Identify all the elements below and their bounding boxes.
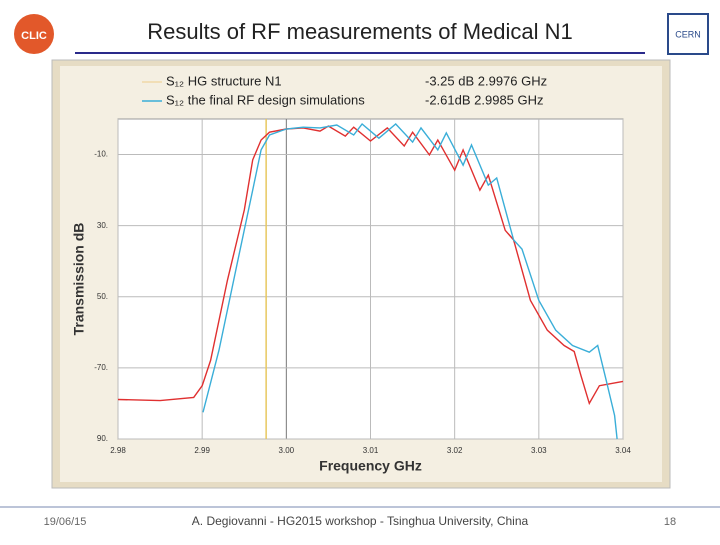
x-axis-label: Frequency GHz bbox=[319, 458, 422, 474]
legend-label: S₁₂ HG structure N1 bbox=[166, 73, 282, 88]
logo-left-icon bbox=[14, 14, 54, 54]
legend-label: S₁₂ the final RF design simulations bbox=[166, 92, 365, 107]
logo-left: CLIC bbox=[21, 30, 47, 42]
x-tick-label: 3.04 bbox=[615, 446, 631, 455]
annotation: -3.25 dB 2.9976 GHz bbox=[425, 73, 547, 88]
y-tick-label: 90. bbox=[97, 434, 108, 443]
page-number: 18 bbox=[664, 516, 676, 528]
x-tick-label: 2.99 bbox=[194, 446, 210, 455]
logo-right: CERN bbox=[675, 29, 701, 39]
x-tick-label: 3.03 bbox=[531, 446, 547, 455]
x-tick-label: 3.01 bbox=[363, 446, 379, 455]
y-tick-label: -70. bbox=[94, 363, 108, 372]
series-line bbox=[202, 122, 618, 440]
x-tick-label: 3.00 bbox=[279, 446, 295, 455]
y-tick-label: 50. bbox=[97, 292, 108, 301]
x-tick-label: 2.98 bbox=[110, 446, 126, 455]
series-line bbox=[117, 125, 624, 406]
y-axis-label: Transmission dB bbox=[71, 223, 87, 336]
footer-date: 19/06/15 bbox=[44, 516, 87, 528]
footer-text: A. Degiovanni - HG2015 workshop - Tsingh… bbox=[192, 514, 529, 528]
annotation: -2.61dB 2.9985 GHz bbox=[425, 92, 544, 107]
y-tick-label: -10. bbox=[94, 150, 108, 159]
slide-title: Results of RF measurements of Medical N1 bbox=[147, 19, 573, 44]
plot: 2.98 2.99 3.00 3.01 3.02 3.03 3.04 -10. 30. 50. -7… bbox=[71, 73, 632, 473]
logo-right-icon bbox=[667, 13, 709, 55]
y-tick-label: 30. bbox=[97, 221, 108, 230]
x-tick-label: 3.02 bbox=[447, 446, 463, 455]
